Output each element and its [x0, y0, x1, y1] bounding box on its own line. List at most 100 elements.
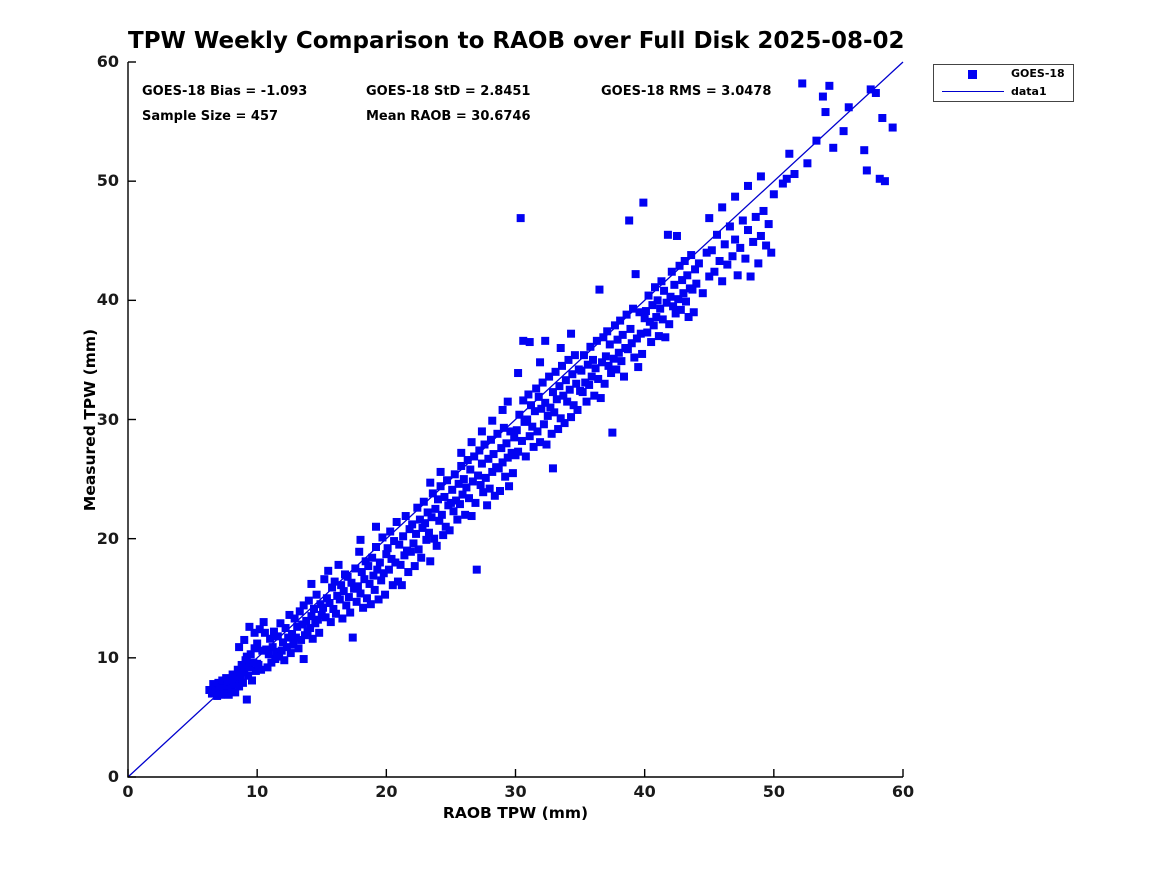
x-axis-label: RAOB TPW (mm)	[442, 804, 589, 822]
scatter-point	[237, 660, 246, 669]
scatter-point	[297, 635, 306, 644]
scatter-point	[281, 624, 290, 633]
scatter-point	[386, 527, 395, 536]
scatter-point	[489, 450, 498, 459]
scatter-point	[596, 394, 605, 403]
scatter-point	[408, 520, 417, 529]
scatter-point	[635, 308, 644, 317]
scatter-point	[245, 622, 254, 631]
scatter-point	[374, 595, 383, 604]
scatter-point	[678, 276, 687, 285]
scatter-point	[683, 271, 692, 280]
scatter-point	[291, 633, 300, 642]
scatter-point	[383, 544, 392, 553]
scatter-point	[486, 435, 495, 444]
scatter-point	[713, 230, 721, 239]
scatter-point	[545, 372, 554, 381]
scatter-point	[688, 285, 697, 294]
scatter-point	[629, 304, 638, 313]
x-tick-label: 10	[246, 782, 269, 801]
scatter-point	[262, 645, 271, 654]
scatter-point	[448, 485, 457, 494]
scatter-point	[567, 413, 576, 422]
scatter-point	[601, 352, 610, 361]
scatter-point	[410, 562, 419, 571]
scatter-point	[426, 478, 435, 487]
legend: GOES-18 data1	[933, 64, 1074, 102]
scatter-point	[501, 472, 510, 481]
scatter-point	[339, 587, 348, 596]
x-tick-label: 50	[762, 782, 785, 801]
scatter-point	[554, 425, 563, 434]
scatter-point	[257, 665, 266, 674]
scatter-point	[312, 590, 321, 599]
scatter-point	[406, 547, 415, 556]
scatter-point	[875, 174, 884, 183]
scatter-point	[839, 127, 848, 136]
scatter-point	[440, 492, 449, 501]
scatter-point	[600, 379, 609, 388]
scatter-point	[430, 534, 439, 543]
scatter-point	[361, 557, 370, 566]
scatter-point	[458, 490, 467, 499]
scatter-point	[516, 214, 525, 223]
scatter-point	[888, 123, 897, 132]
scatter-point	[790, 170, 799, 179]
y-tick-label: 40	[96, 290, 119, 310]
scatter-point	[532, 384, 541, 393]
identity-line	[127, 61, 904, 778]
scatter-point	[505, 482, 514, 491]
scatter-point	[665, 320, 674, 329]
line-icon	[942, 91, 1004, 92]
scatter-point	[654, 332, 663, 341]
scatter-point	[519, 336, 528, 345]
scatter-point	[412, 529, 421, 538]
scatter-point	[667, 267, 676, 276]
scatter-point	[825, 81, 834, 90]
scatter-point	[627, 339, 636, 348]
scatter-point	[272, 647, 281, 656]
stat-std: GOES-18 StD = 2.8451	[366, 84, 531, 99]
scatter-point	[280, 656, 289, 665]
scatter-point	[599, 333, 608, 342]
scatter-point	[422, 535, 431, 544]
scatter-point	[803, 159, 812, 168]
scatter-point	[415, 515, 424, 524]
scatter-point	[435, 516, 444, 525]
scatter-point	[359, 603, 368, 612]
scatter-point	[352, 597, 361, 606]
scatter-point	[290, 614, 299, 623]
y-tick-label: 20	[96, 528, 119, 548]
x-tick-label: 40	[633, 782, 656, 801]
scatter-point	[728, 252, 737, 261]
scatter-point	[313, 615, 322, 624]
scatter-point	[561, 376, 570, 385]
scatter-point	[459, 475, 468, 484]
scatter-point	[476, 481, 485, 490]
scatter-point	[347, 578, 356, 587]
scatter-point	[315, 628, 324, 637]
scatter-point	[751, 212, 760, 221]
scatter-point	[573, 405, 582, 414]
scatter-point	[715, 257, 724, 266]
scatter-point	[609, 354, 618, 363]
scatter-point	[493, 429, 502, 438]
scatter-point	[769, 190, 778, 199]
scatter-point	[356, 535, 365, 544]
scatter-point	[641, 307, 650, 316]
scatter-point	[756, 231, 765, 240]
scatter-point	[569, 401, 578, 410]
legend-entry-goes18: GOES-18	[934, 65, 1073, 83]
scatter-point	[413, 503, 422, 512]
scatter-point	[533, 427, 542, 436]
scatter-point	[472, 565, 481, 574]
scatter-point	[396, 560, 405, 569]
scatter-point	[555, 382, 564, 391]
legend-label-goes18: GOES-18	[1011, 67, 1065, 80]
scatter-point	[756, 172, 765, 181]
scatter-point	[582, 397, 591, 406]
scatter-point	[523, 415, 532, 424]
scatter-point	[392, 517, 401, 526]
scatter-point	[528, 422, 537, 431]
